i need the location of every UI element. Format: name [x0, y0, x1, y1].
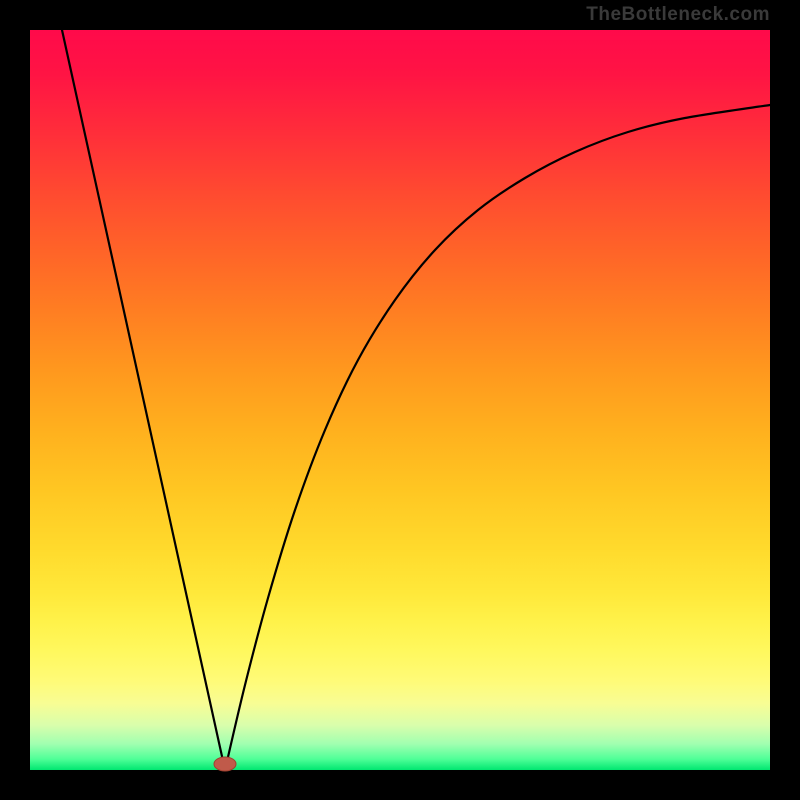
chart-background: [30, 30, 770, 770]
watermark-text: TheBottleneck.com: [586, 4, 770, 26]
bottleneck-chart: TheBottleneck.com: [0, 0, 800, 800]
chart-svg: [0, 0, 800, 800]
optimum-marker: [214, 757, 236, 771]
